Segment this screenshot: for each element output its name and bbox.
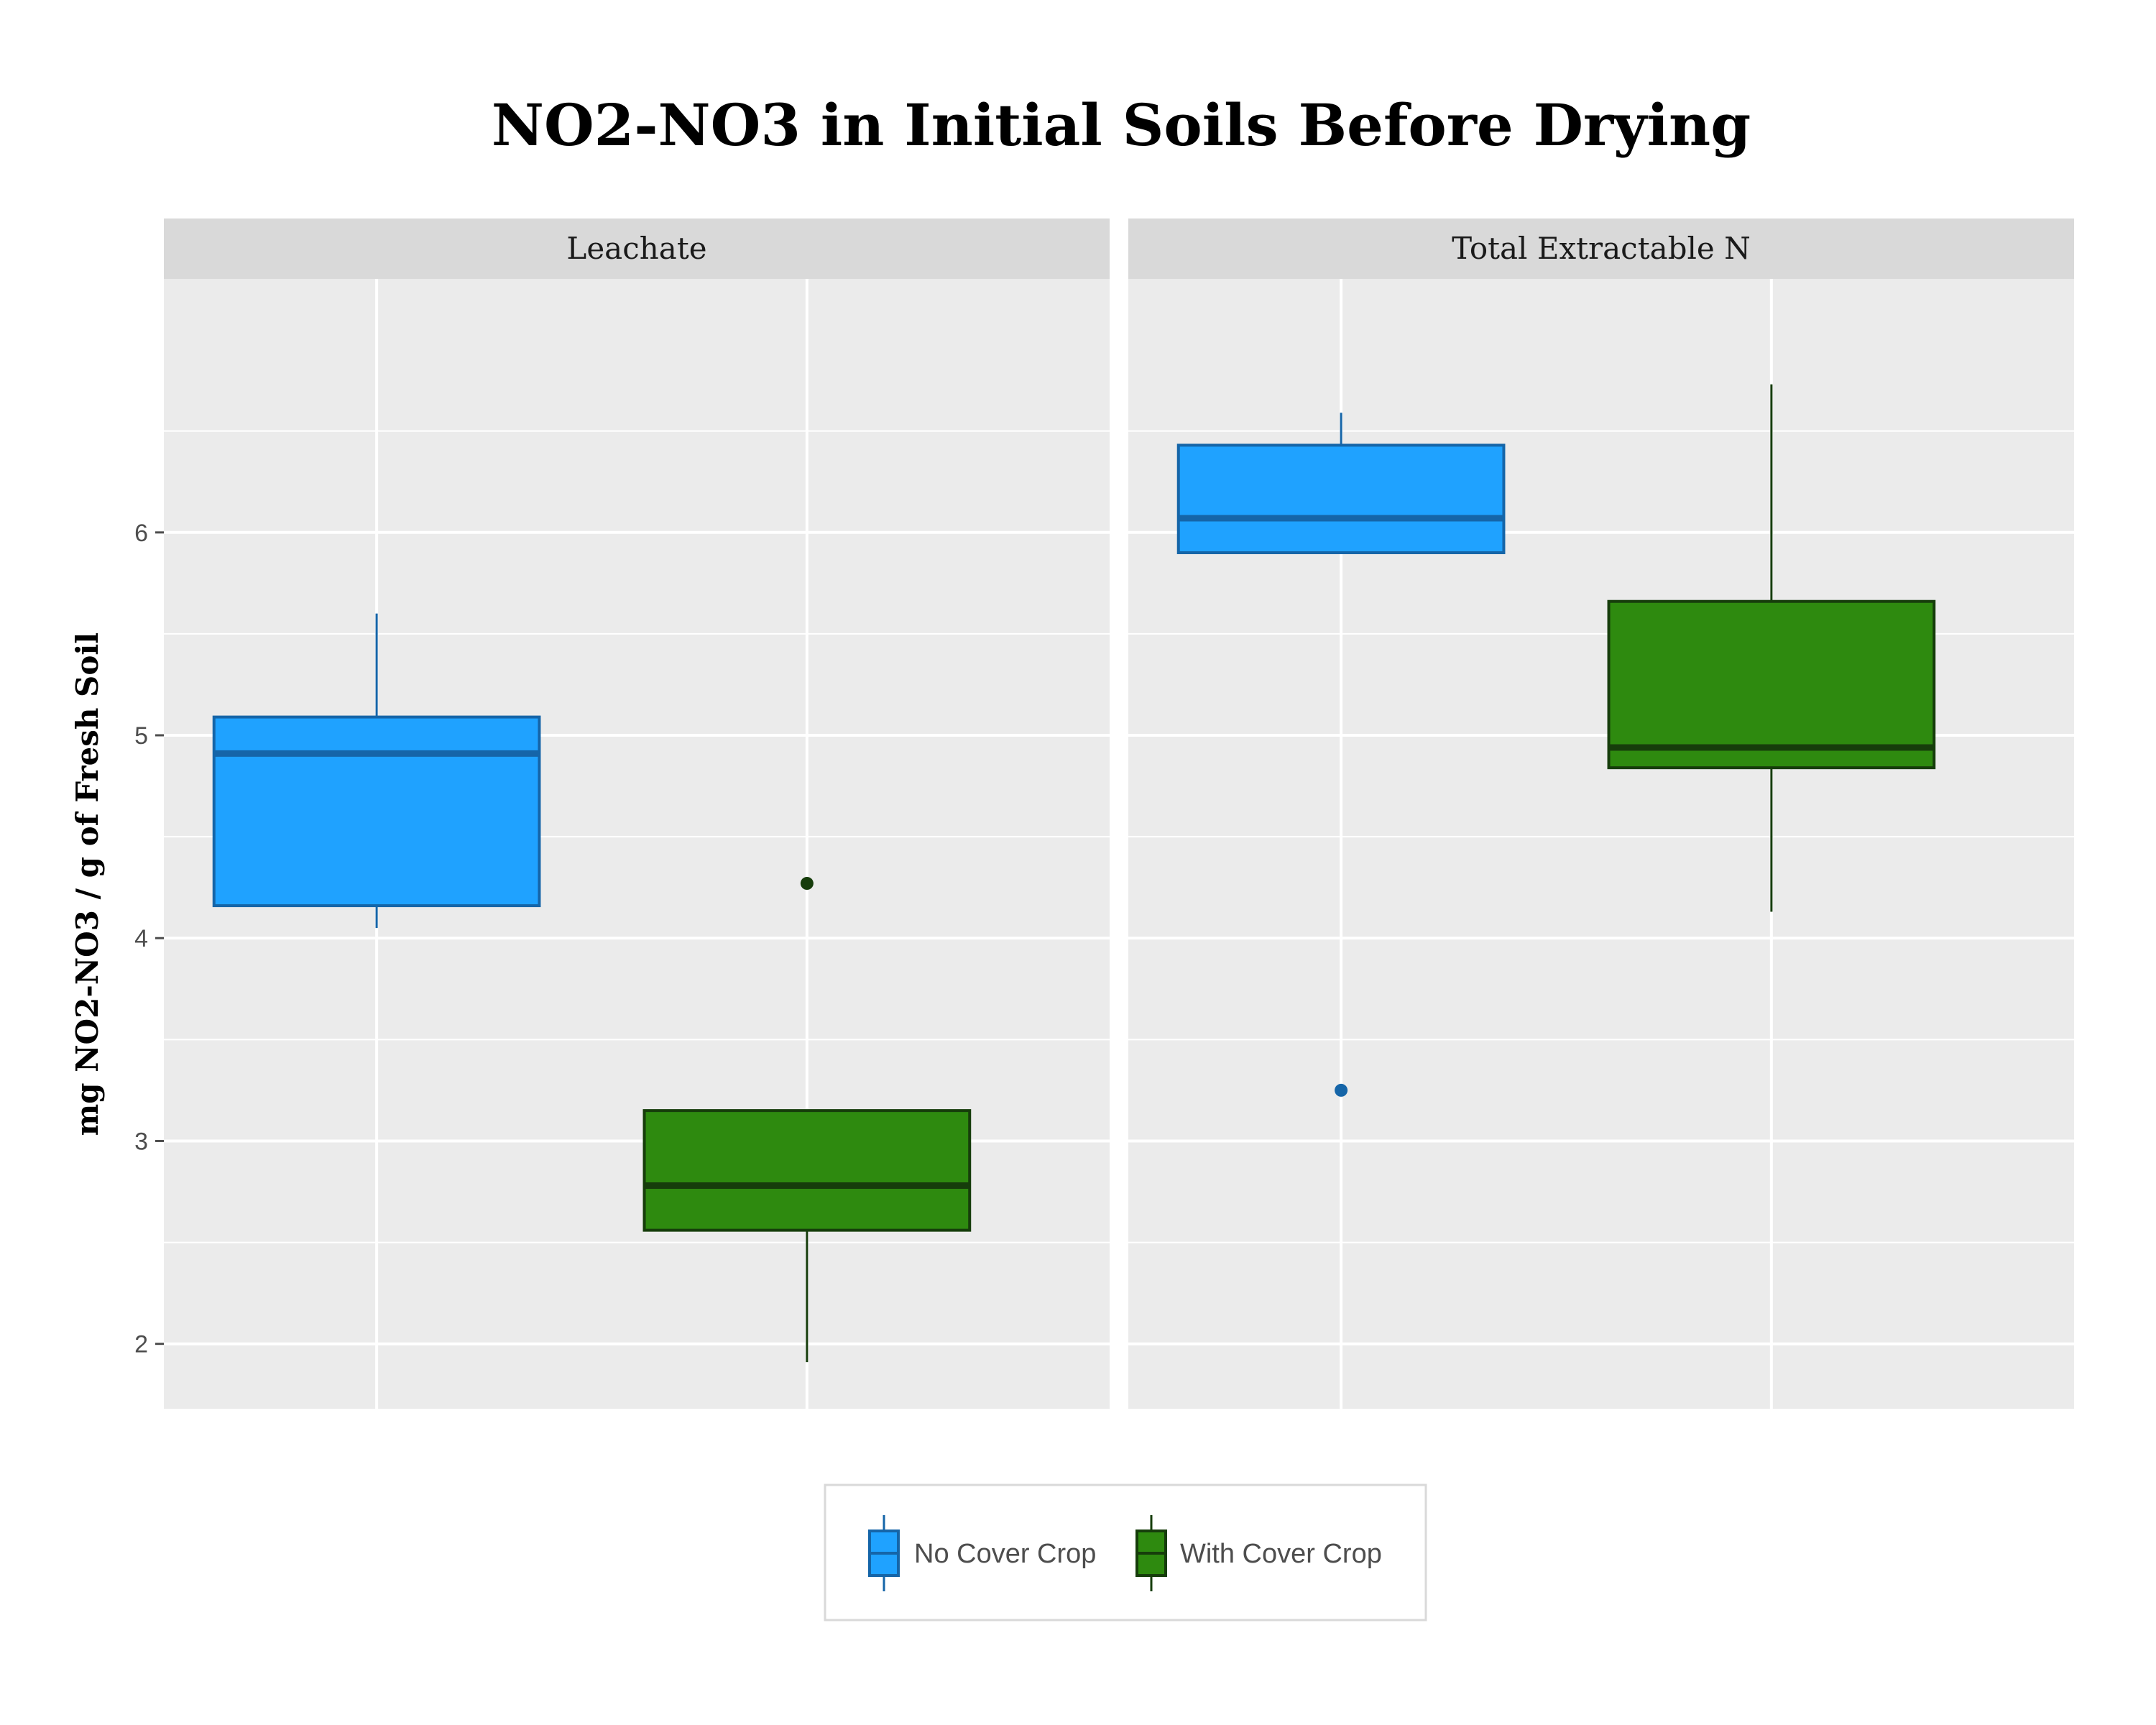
facet-1: Total Extractable N — [1128, 218, 2074, 1409]
outlier-point — [800, 877, 814, 891]
y-tick-label: 6 — [134, 520, 148, 547]
y-axis-label: mg NO2-NO3 / g of Fresh Soil — [70, 632, 105, 1136]
facet-label: Total Extractable N — [1452, 231, 1751, 266]
outlier-point — [1335, 1083, 1348, 1097]
y-tick-label: 2 — [134, 1331, 148, 1358]
y-tick-label: 4 — [134, 925, 148, 952]
legend-label: With Cover Crop — [1180, 1539, 1382, 1569]
facet-strip — [1128, 218, 2074, 279]
legend: No Cover Crop With Cover Crop — [824, 1484, 1427, 1622]
facet-panels: Leachate Total Extractable N — [164, 218, 2074, 1409]
iqr-box — [212, 715, 541, 908]
iqr-box — [1176, 443, 1506, 555]
legend-key-with-cover-crop — [1135, 1515, 1167, 1591]
legend-label: No Cover Crop — [914, 1539, 1096, 1569]
y-tick-label: 5 — [134, 722, 148, 750]
box-with-cover-crop — [642, 877, 972, 1363]
legend-key-no-cover-crop — [868, 1515, 900, 1591]
y-axis-ticks: 2 3 4 5 6 — [134, 520, 164, 1358]
box-no-cover-crop — [212, 613, 541, 929]
facet-0: Leachate — [164, 218, 1110, 1409]
facet-label: Leachate — [566, 231, 706, 266]
box-with-cover-crop — [1607, 384, 1936, 912]
box-no-cover-crop — [1176, 413, 1506, 1097]
iqr-box — [1607, 599, 1936, 770]
facet-strip — [164, 218, 1110, 279]
y-tick-label: 3 — [134, 1128, 148, 1155]
iqr-box — [642, 1109, 972, 1232]
legend-box — [824, 1484, 1427, 1622]
chart-title: NO2-NO3 in Initial Soils Before Drying — [492, 91, 1751, 159]
